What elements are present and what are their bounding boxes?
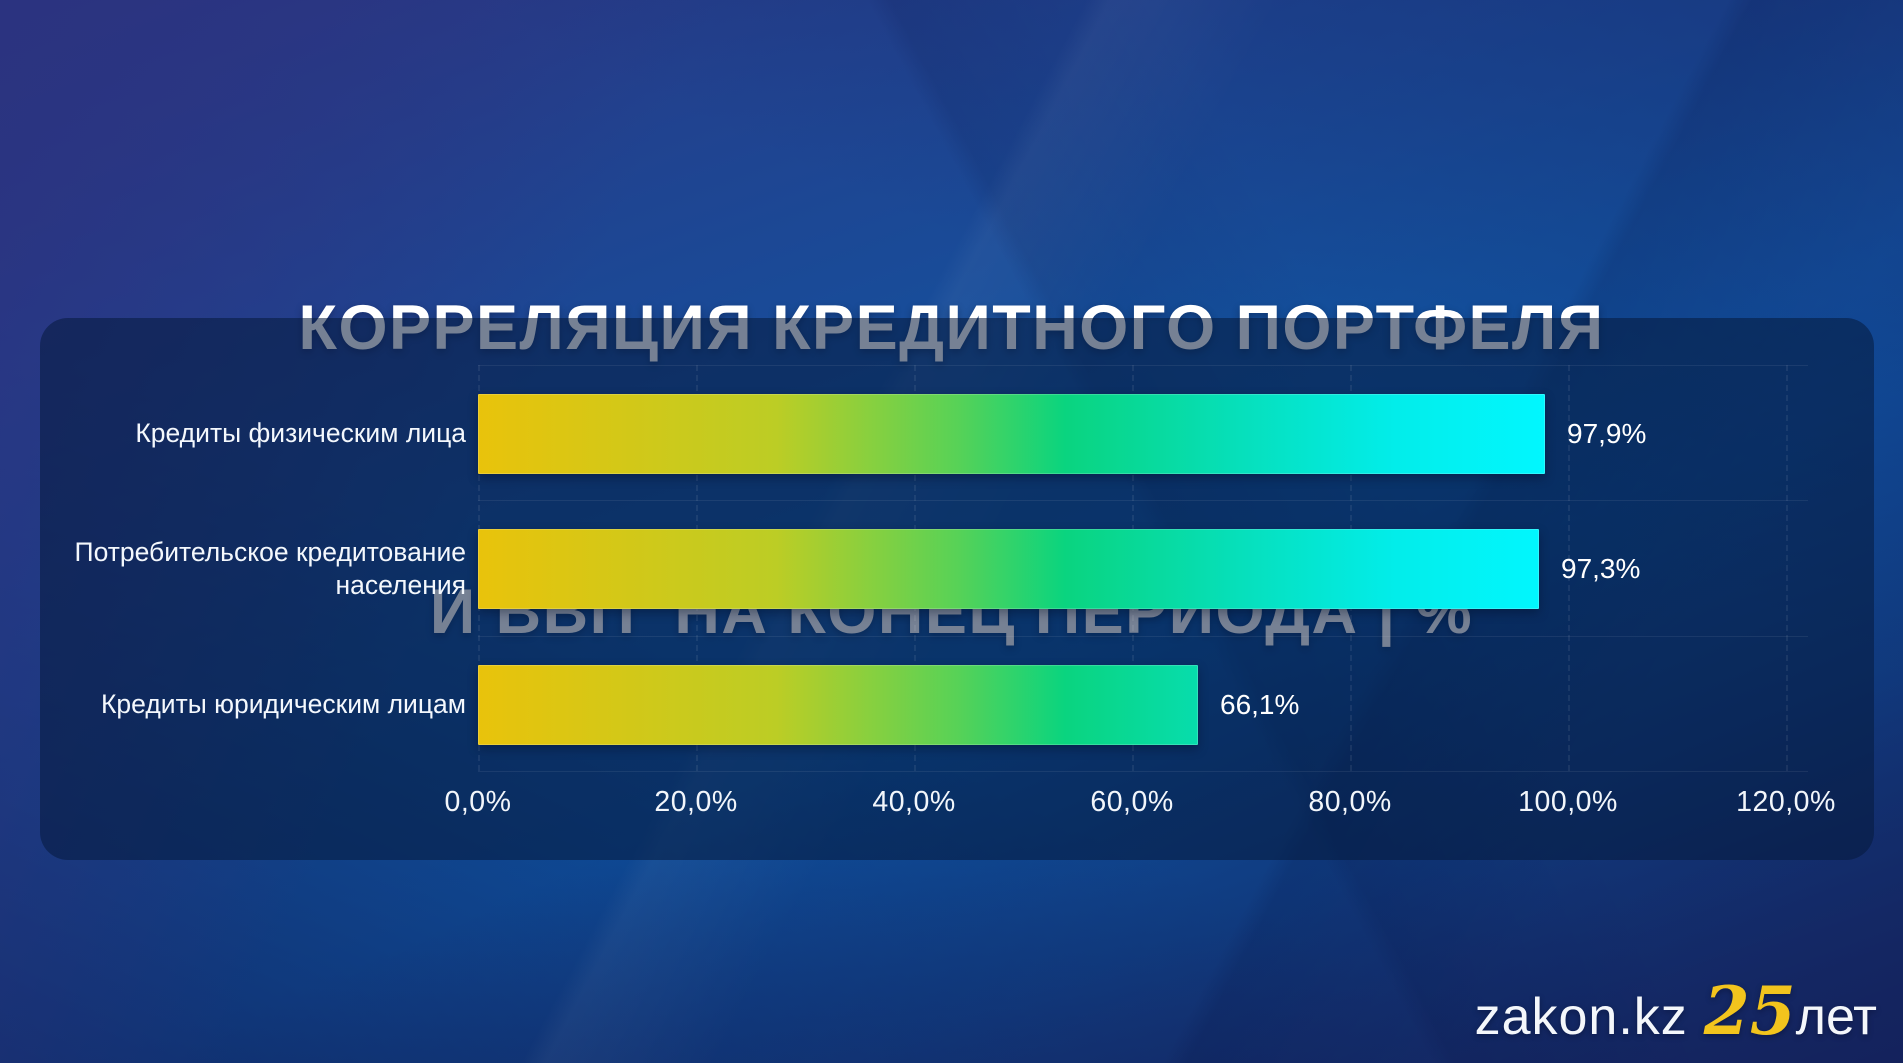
x-axis-tick-label: 40,0%	[872, 786, 956, 818]
value-label: 97,3%	[1561, 553, 1641, 584]
x-gridline	[1786, 365, 1788, 771]
x-axis-tick-label: 0,0%	[444, 786, 512, 818]
x-gridline	[1568, 365, 1570, 771]
value-label: 97,9%	[1567, 418, 1647, 449]
bar	[478, 529, 1539, 609]
row-separator-line	[478, 365, 1808, 366]
brand-logo: zakon.kz 25 лет	[1474, 972, 1877, 1050]
chart-panel: 0,0% 20,0% 40,0% 60,0% 80,0% 100,0% 120,0% Кред…	[40, 318, 1874, 860]
x-axis-tick-label: 120,0%	[1736, 786, 1836, 818]
row-separator-line	[478, 636, 1808, 637]
row-separator-line	[478, 500, 1808, 501]
category-label: Потребительское кредитование населения	[74, 536, 466, 600]
row-separator-line	[478, 771, 1808, 772]
brand-logo-text: zakon.kz	[1474, 988, 1688, 1046]
anniversary-suffix: лет	[1795, 988, 1877, 1046]
bar	[478, 394, 1545, 474]
anniversary-25-ornament: 25	[1703, 972, 1796, 1050]
bar	[478, 665, 1198, 745]
x-axis-tick-label: 60,0%	[1090, 786, 1174, 818]
category-label: Кредиты физическим лица	[135, 418, 466, 449]
value-label: 66,1%	[1220, 689, 1300, 720]
x-axis-tick-label: 80,0%	[1308, 786, 1392, 818]
category-label: Кредиты юридическим лицам	[101, 689, 466, 720]
x-axis-tick-label: 20,0%	[654, 786, 738, 818]
x-axis-tick-label: 100,0%	[1518, 786, 1618, 818]
